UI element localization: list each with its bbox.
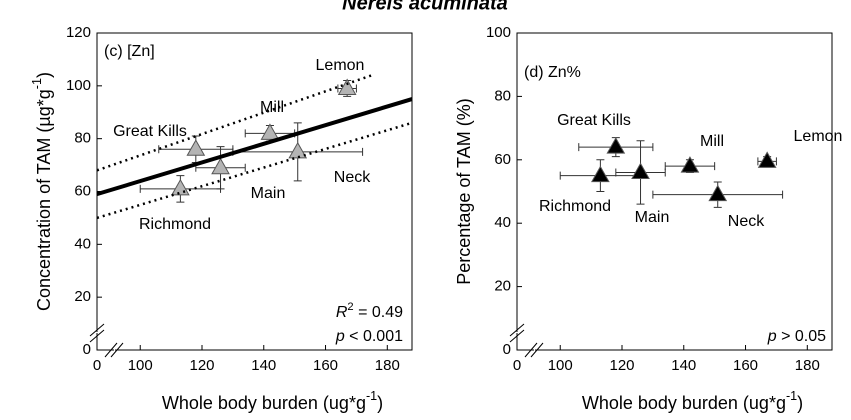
- point-group: [664, 156, 716, 173]
- plot-frame: [96, 32, 413, 351]
- x-tick-label: 180: [795, 357, 820, 374]
- x-axis-title-tail: ): [797, 393, 803, 413]
- y-tick-label: 100: [486, 24, 511, 41]
- point-group: [139, 175, 222, 203]
- point-group: [652, 181, 784, 208]
- point-group: [337, 78, 357, 97]
- annotation: p > 0.05: [767, 328, 826, 345]
- x-axis-title-tail: ): [377, 393, 383, 413]
- point-label: Neck: [334, 169, 371, 186]
- x-axis-title-sup: -1: [786, 389, 797, 403]
- point-label: Richmond: [539, 198, 611, 215]
- y-tick-label: 60: [494, 151, 511, 168]
- point-label: Great Kills: [113, 123, 187, 140]
- x-tick-label: 160: [313, 357, 338, 374]
- x-tick-label: 160: [733, 357, 758, 374]
- y-axis-title: Percentage of TAM (%): [454, 98, 474, 284]
- panel-title: (d) Zn%: [524, 64, 581, 81]
- x-tick-label: 0: [513, 357, 521, 374]
- plot-frame: [516, 32, 833, 351]
- y-tick-label: 100: [66, 77, 91, 94]
- y-tick-label: 120: [66, 24, 91, 41]
- annotation-tail: > 0.05: [777, 328, 826, 345]
- point-group: [615, 140, 666, 205]
- x-axis-title-main: Whole body burden (ug*g: [582, 393, 786, 413]
- annotation-tail: = 0.49: [354, 304, 403, 321]
- y-tick-label: 40: [494, 214, 511, 231]
- axis-break: [509, 323, 544, 358]
- marker: [591, 165, 610, 183]
- marker: [260, 123, 280, 140]
- point-label: Mill: [700, 133, 724, 150]
- annotation-main: p: [767, 328, 777, 345]
- y-axis-title-main: Percentage of TAM (%): [454, 98, 474, 284]
- marker: [757, 151, 777, 168]
- annotation-sup: 2: [347, 301, 353, 313]
- marker: [708, 184, 728, 202]
- x-axis-title: Whole body burden (ug*g-1): [162, 389, 383, 412]
- y-tick-label: 60: [74, 182, 91, 199]
- y-tick-label: 20: [494, 278, 511, 295]
- x-tick-label: 180: [375, 357, 400, 374]
- marker: [680, 156, 700, 173]
- y-tick-label: 20: [74, 288, 91, 305]
- marker: [631, 162, 650, 179]
- point-label: Great Kills: [557, 112, 631, 129]
- point-label: Lemon: [794, 128, 843, 145]
- marker: [288, 141, 308, 159]
- point-label: Neck: [728, 213, 765, 230]
- regression-line: [96, 97, 413, 197]
- point-label: Main: [251, 185, 286, 202]
- point-label: Lemon: [316, 57, 365, 74]
- point-label: Richmond: [139, 216, 211, 233]
- y-tick-label: 80: [494, 87, 511, 104]
- marker: [211, 157, 230, 175]
- x-tick-label: 100: [548, 357, 573, 374]
- annotation-main: p: [335, 328, 345, 345]
- x-axis-title: Whole body burden (ug*g-1): [582, 389, 803, 412]
- figure-title: Nereis acuminata: [342, 0, 508, 14]
- confidence-band: [96, 74, 373, 172]
- x-tick-label: 120: [609, 357, 634, 374]
- y-tick-label: 80: [74, 130, 91, 147]
- y-tick-label: 0: [83, 341, 91, 358]
- marker: [337, 78, 357, 95]
- annotation-tail: < 0.001: [345, 328, 403, 345]
- x-tick-label: 140: [251, 357, 276, 374]
- x-axis-title-main: Whole body burden (ug*g: [162, 393, 366, 413]
- axis-break: [89, 323, 124, 358]
- point-label: Mill: [260, 99, 284, 116]
- x-tick-label: 100: [128, 357, 153, 374]
- marker: [606, 137, 626, 154]
- point-group: [757, 151, 777, 168]
- annotation-main: R: [336, 304, 348, 321]
- confidence-band: [96, 121, 413, 220]
- point-label: Main: [635, 209, 670, 226]
- x-tick-label: 140: [671, 357, 696, 374]
- y-tick-label: 0: [503, 341, 511, 358]
- panel-title: (c) [Zn]: [104, 43, 155, 60]
- y-axis-title-tail: ): [34, 72, 54, 78]
- x-tick-label: 0: [93, 357, 101, 374]
- annotation: p < 0.001: [335, 328, 403, 345]
- annotation: R2 = 0.49: [336, 301, 403, 321]
- x-axis-title-sup: -1: [366, 389, 377, 403]
- x-tick-label: 120: [189, 357, 214, 374]
- y-axis-title: Concentration of TAM (µg*g-1): [30, 72, 53, 311]
- y-axis-title-sup: -1: [30, 78, 44, 89]
- marker: [171, 178, 190, 196]
- marker: [186, 139, 206, 156]
- y-tick-label: 40: [74, 235, 91, 252]
- y-axis-title-main: Concentration of TAM (µg*g: [34, 89, 54, 311]
- point-group: [559, 159, 642, 192]
